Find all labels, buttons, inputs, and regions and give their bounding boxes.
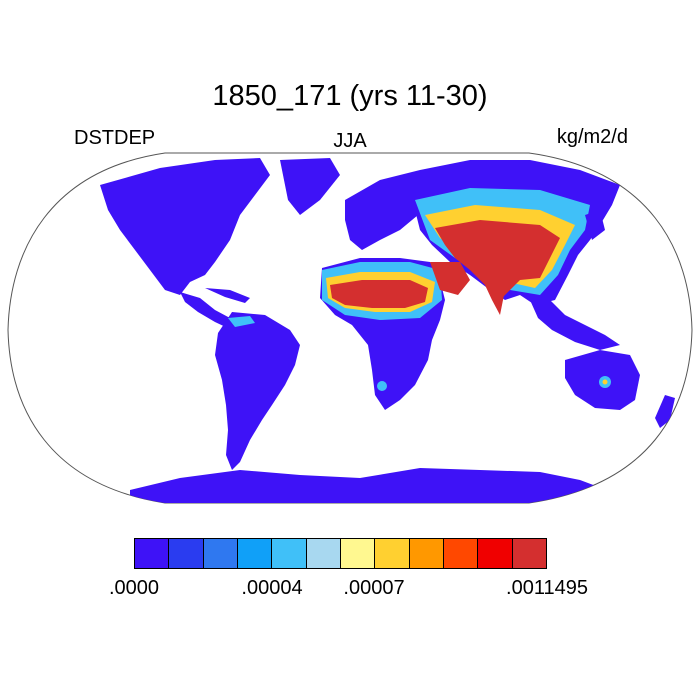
legend-tick: .00007	[343, 577, 405, 599]
legend-swatch	[135, 539, 170, 568]
variable-label: DSTDEP	[74, 127, 156, 149]
legend-tick: .0000	[108, 577, 160, 599]
season-label: JJA	[333, 130, 367, 152]
sahara-dust	[330, 280, 428, 308]
caribbean	[205, 288, 250, 303]
legend-swatch	[340, 539, 376, 568]
legend-swatch	[306, 539, 341, 568]
southeast-asia	[530, 300, 620, 350]
color-legend	[134, 538, 547, 569]
legend-swatch	[375, 539, 410, 568]
central-america	[180, 292, 240, 330]
antarctica	[130, 468, 620, 503]
legend-swatch	[409, 539, 444, 568]
legend-swatch	[237, 539, 273, 568]
legend-swatch	[512, 539, 546, 568]
legend-swatch	[169, 539, 204, 568]
europe	[345, 170, 440, 250]
legend-tick: .0011495	[506, 577, 588, 599]
legend-swatch	[443, 539, 479, 568]
central-asia-dust	[435, 220, 560, 300]
units-label: kg/m2/d	[556, 126, 628, 148]
legend-tick: .00004	[241, 577, 303, 599]
south-america	[215, 312, 300, 470]
north-america	[100, 158, 270, 295]
map-title: 1850_171 (yrs 11-30)	[212, 80, 488, 112]
legend-swatch	[203, 539, 238, 568]
legend-swatch	[272, 539, 307, 568]
greenland	[280, 158, 340, 215]
legend-swatch	[478, 539, 513, 568]
